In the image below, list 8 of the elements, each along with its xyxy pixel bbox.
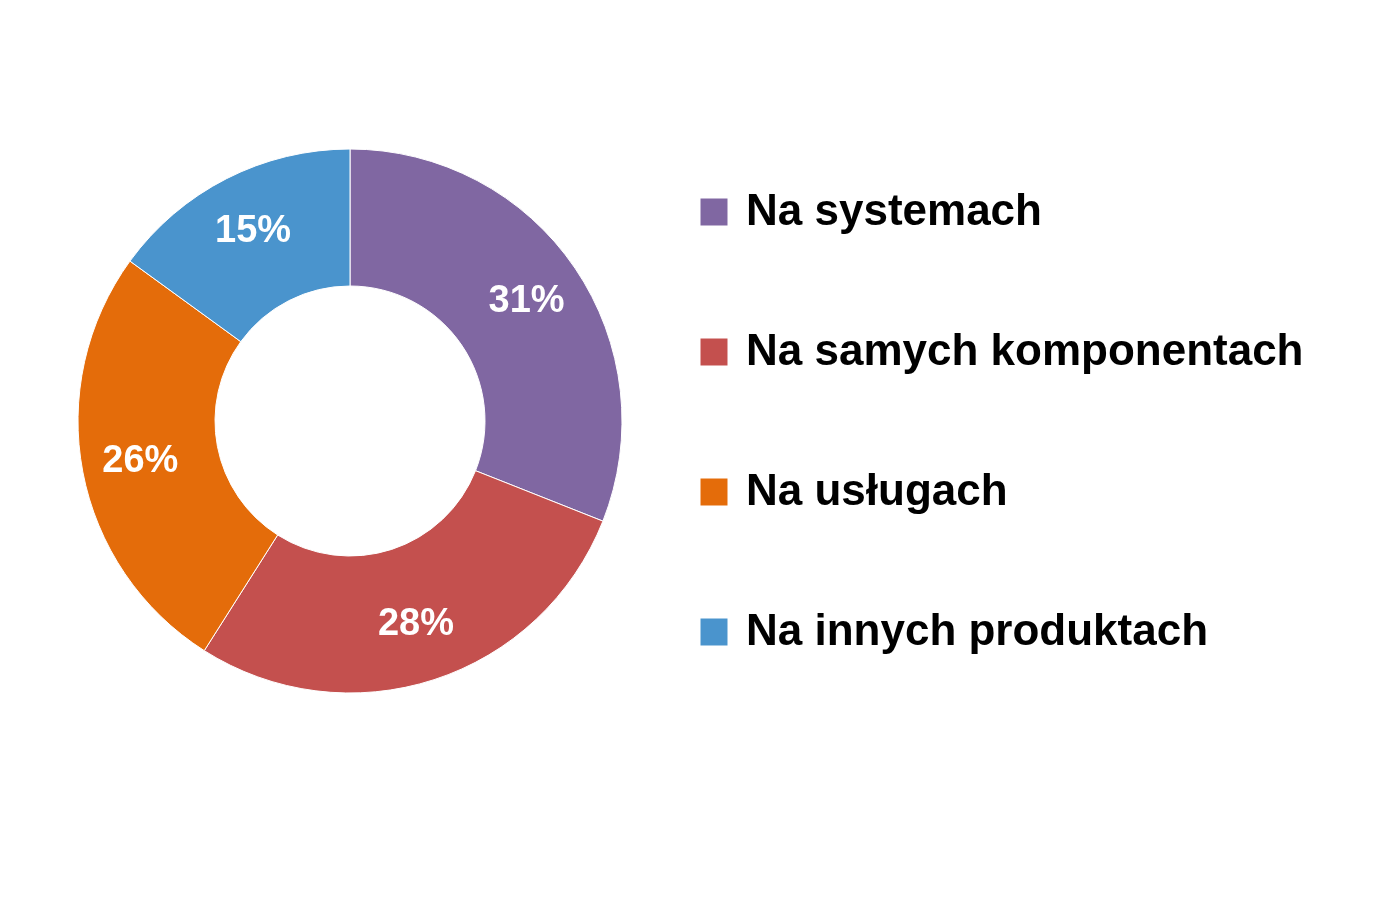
data-label: 31%: [488, 278, 565, 320]
legend-label: Na usługach: [746, 465, 1008, 514]
legend-label: Na innych produktach: [746, 605, 1209, 654]
data-label: 26%: [102, 438, 179, 481]
data-label: 28%: [377, 601, 455, 644]
legend-label: Na systemach: [746, 185, 1042, 234]
legend-label: Na samych komponentach: [746, 325, 1304, 374]
data-label: 15%: [215, 207, 292, 250]
